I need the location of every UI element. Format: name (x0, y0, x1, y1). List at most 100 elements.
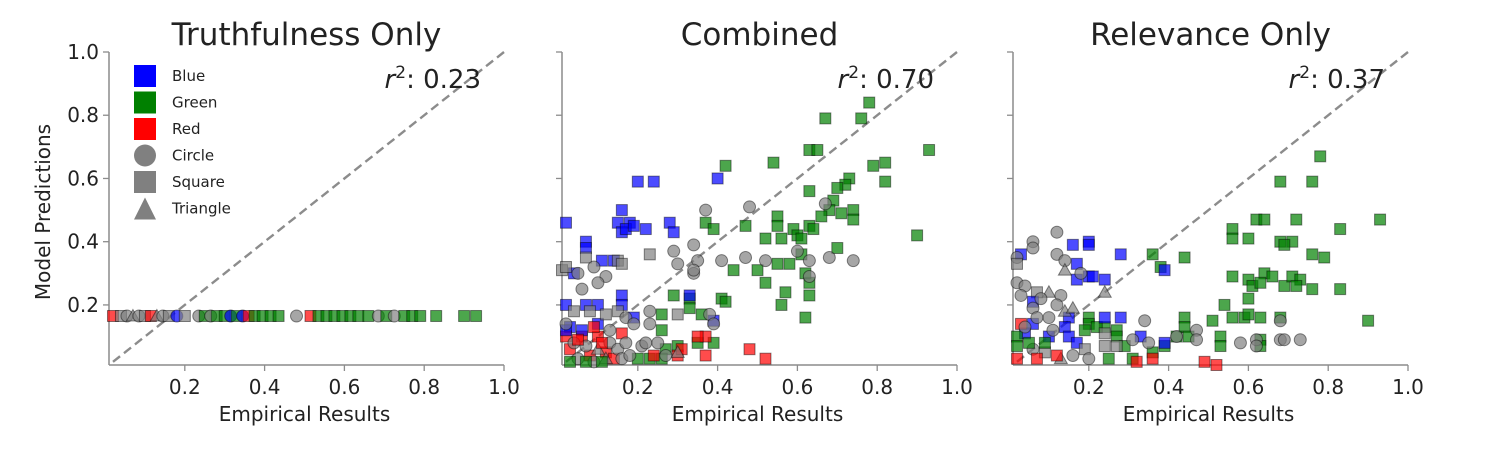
y-tick-label: 0.4 (67, 230, 99, 254)
panel-title: Truthfulness Only (171, 17, 442, 53)
x-axis-label: Empirical Results (219, 402, 391, 426)
data-point-gray-square (599, 308, 612, 321)
data-point-gray-circle (1273, 314, 1287, 328)
data-point-gray-circle (559, 317, 573, 331)
data-point-green-square (879, 175, 892, 188)
data-point-red-square (1198, 355, 1211, 368)
data-point-green-square (867, 159, 880, 172)
data-point-red-square (571, 333, 584, 346)
data-point-green-square (1242, 232, 1255, 245)
legend-circle-icon (134, 144, 156, 167)
legend: Blue Green Red Circle Square Triangle (134, 65, 231, 220)
data-point-gray-triangle (1041, 284, 1057, 298)
legend-item-square: Square (134, 171, 225, 193)
data-point-gray-circle (659, 349, 673, 363)
data-point-green-square (1078, 324, 1091, 337)
data-point-gray-circle (623, 349, 637, 363)
data-point-green-square (1214, 340, 1227, 353)
data-point-green-square (414, 309, 427, 322)
panel-2: Combined 0.2 0.4 0.6 0.8 1.0 Empirical Results… (556, 17, 973, 426)
data-point-red-square (1146, 352, 1159, 365)
data-point-green-square (1226, 270, 1239, 283)
data-point-green-square (707, 336, 720, 349)
data-point-green-square (595, 355, 608, 368)
data-point-gray-circle (790, 244, 804, 258)
data-point-green-square (1090, 321, 1103, 334)
data-point-green-square (1226, 232, 1239, 245)
data-point-blue-square (1066, 238, 1079, 251)
data-point-green-square (1290, 213, 1303, 226)
data-point-blue-square (631, 175, 644, 188)
legend-item-triangle: Triangle (134, 197, 231, 220)
data-point-gray-triangle (1097, 284, 1113, 298)
data-point-gray-circle (1034, 292, 1048, 306)
data-point-green-square (699, 216, 712, 229)
data-point-gray-circle (758, 254, 772, 268)
data-point-gray-square (671, 308, 684, 321)
panel-3: Relevance Only 0.2 0.4 0.6 0.8 1.0 Empirical R… (1007, 17, 1424, 426)
data-point-green-square (655, 324, 668, 337)
data-point-green-square (1178, 251, 1191, 264)
data-point-gray-circle (1082, 352, 1096, 366)
legend-triangle-icon (134, 197, 156, 220)
data-point-green-square (458, 309, 471, 322)
data-point-gray-circle (603, 323, 617, 337)
data-point-green-square (1266, 270, 1279, 283)
data-point-green-square (1290, 279, 1303, 292)
data-point-gray-circle (818, 197, 832, 211)
data-point-gray-circle (687, 238, 701, 252)
data-point-gray-circle (707, 317, 721, 331)
data-point-gray-circle (1138, 314, 1152, 328)
data-point-gray-circle (619, 336, 633, 350)
data-point-green-square (727, 264, 740, 277)
data-point-gray-circle (1190, 333, 1204, 347)
data-point-gray-triangle (1057, 262, 1073, 276)
data-point-green-square (855, 112, 868, 125)
data-point-green-square (751, 264, 764, 277)
x-tick-label: 0.2 (169, 375, 201, 399)
data-point-blue-square (639, 223, 652, 236)
legend-item-circle: Circle (134, 144, 214, 167)
data-point-green-square (807, 223, 820, 236)
x-tick-label: 0.6 (1232, 375, 1264, 399)
data-point-gray-circle (1249, 339, 1263, 353)
data-point-gray-circle (639, 336, 653, 350)
data-point-green-square (1374, 213, 1387, 226)
data-point-red-square (691, 330, 704, 343)
data-point-gray-circle (715, 254, 729, 268)
data-point-green-square (1254, 311, 1267, 324)
data-point-gray-square (559, 260, 572, 273)
data-point-gray-triangle (670, 344, 686, 358)
data-point-red-square (595, 336, 608, 349)
data-point-green-square (1306, 248, 1319, 261)
data-point-green-square (759, 232, 772, 245)
data-point-blue-square (1082, 238, 1095, 251)
data-point-green-square (1010, 340, 1023, 353)
data-point-blue-square (1070, 336, 1083, 349)
data-point-green-square (1334, 283, 1347, 296)
data-point-gray-square (178, 309, 191, 322)
data-point-gray-circle (1050, 298, 1064, 312)
data-point-green-square (1306, 283, 1319, 296)
data-point-green-square (775, 232, 788, 245)
data-point-gray-circle (1018, 320, 1032, 334)
x-tick-label: 0.8 (1312, 375, 1344, 399)
data-point-blue-square (595, 254, 608, 267)
data-point-green-square (795, 232, 808, 245)
x-tick-label: 0.8 (408, 375, 440, 399)
x-axis-label: Empirical Results (672, 402, 844, 426)
legend-label: Red (172, 120, 201, 138)
data-point-green-square (1242, 292, 1255, 305)
x-tick-label: 0.8 (861, 375, 893, 399)
y-axis-label: Model Predictions (31, 124, 55, 300)
data-point-green-square (667, 289, 680, 302)
data-point-gray-circle (743, 200, 757, 214)
data-point-gray-square (643, 248, 656, 261)
data-point-gray-circle (1233, 336, 1247, 350)
legend-item-green: Green (134, 91, 217, 114)
data-point-red-square (743, 343, 756, 356)
data-point-gray-square (1010, 257, 1023, 270)
data-point-gray-circle (627, 317, 641, 331)
legend-label: Circle (172, 147, 214, 165)
legend-label: Blue (172, 67, 205, 85)
